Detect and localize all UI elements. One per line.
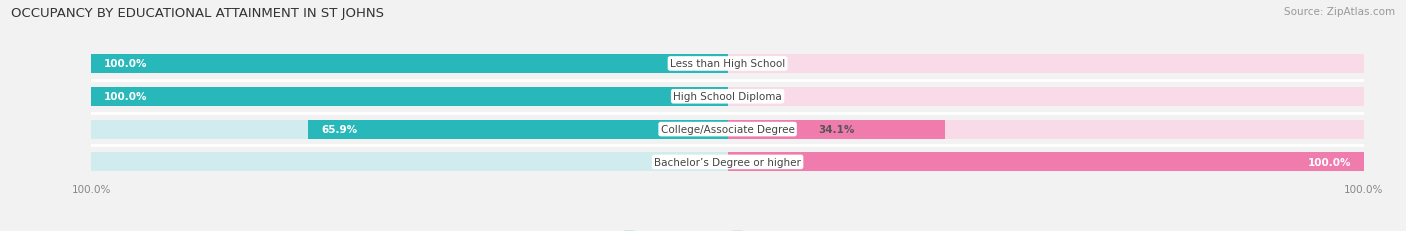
Text: Less than High School: Less than High School	[671, 59, 785, 69]
Bar	[728, 120, 945, 139]
Text: 0.0%: 0.0%	[747, 59, 776, 69]
Bar	[91, 87, 728, 106]
Text: Bachelor’s Degree or higher: Bachelor’s Degree or higher	[654, 157, 801, 167]
Text: 0.0%: 0.0%	[679, 157, 709, 167]
Text: High School Diploma: High School Diploma	[673, 92, 782, 102]
Bar	[91, 55, 728, 74]
Bar	[728, 87, 1364, 106]
Text: 100.0%: 100.0%	[1308, 157, 1351, 167]
Text: 34.1%: 34.1%	[818, 125, 855, 134]
Bar	[728, 153, 1364, 172]
Bar	[308, 120, 728, 139]
Legend: Owner-occupied, Renter-occupied: Owner-occupied, Renter-occupied	[620, 226, 835, 231]
Text: 100.0%: 100.0%	[104, 92, 148, 102]
Bar	[91, 55, 728, 74]
Text: 0.0%: 0.0%	[747, 92, 776, 102]
Text: Source: ZipAtlas.com: Source: ZipAtlas.com	[1284, 7, 1395, 17]
Bar	[91, 153, 728, 172]
Text: 65.9%: 65.9%	[321, 125, 357, 134]
Bar	[728, 120, 1364, 139]
Bar	[91, 87, 728, 106]
Bar	[728, 55, 1364, 74]
Text: OCCUPANCY BY EDUCATIONAL ATTAINMENT IN ST JOHNS: OCCUPANCY BY EDUCATIONAL ATTAINMENT IN S…	[11, 7, 384, 20]
Bar	[728, 153, 1364, 172]
Text: College/Associate Degree: College/Associate Degree	[661, 125, 794, 134]
Bar	[91, 120, 728, 139]
Text: 100.0%: 100.0%	[104, 59, 148, 69]
